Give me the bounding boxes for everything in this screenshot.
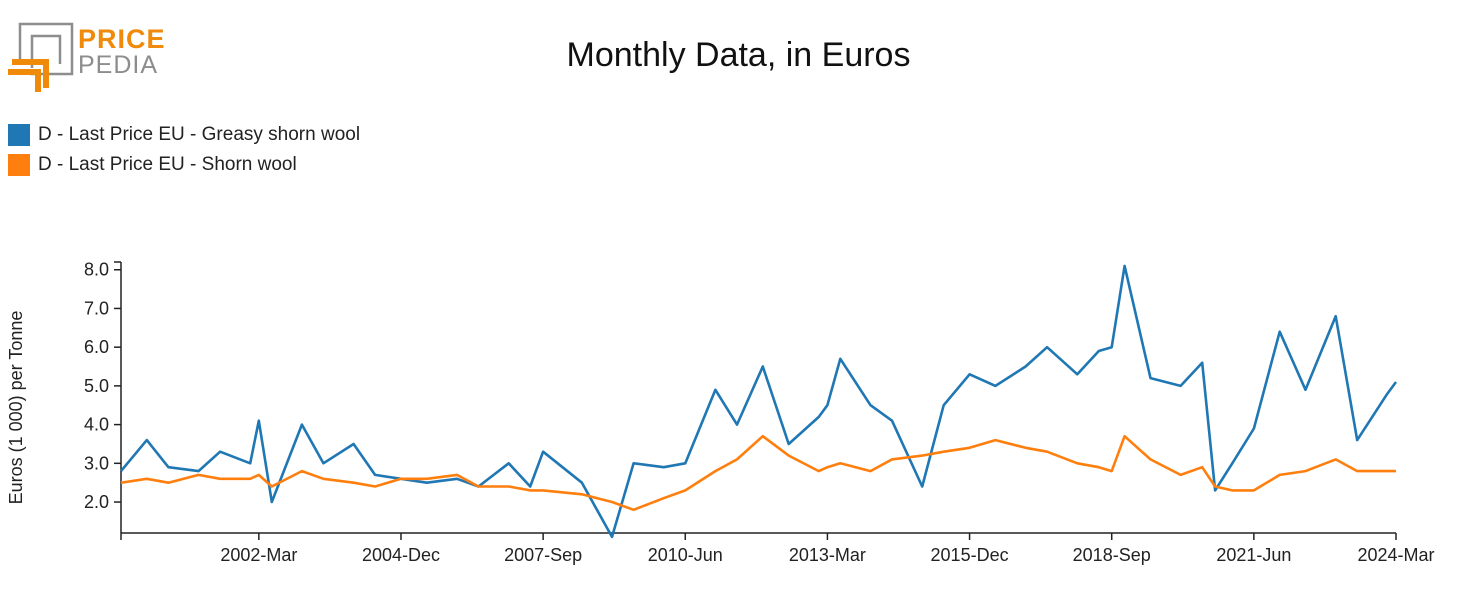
legend-label-greasy: D - Last Price EU - Greasy shorn wool [38, 124, 361, 145]
x-tick-label: 2013-Mar [789, 545, 866, 565]
chart-title: Monthly Data, in Euros [566, 36, 911, 74]
legend-label-shorn: D - Last Price EU - Shorn wool [38, 154, 297, 175]
legend-item-greasy-shorn-wool[interactable]: D - Last Price EU - Greasy shorn wool [8, 120, 360, 150]
legend-item-shorn-wool[interactable]: D - Last Price EU - Shorn wool [8, 150, 360, 180]
y-tick-label: 5.0 [84, 376, 109, 396]
x-tick-label: 2002-Mar [220, 545, 297, 565]
x-tick-label: 2018-Sep [1073, 545, 1151, 565]
x-tick-label: 2024-Mar [1357, 545, 1434, 565]
series-line-greasy-shorn-wool [120, 264, 1398, 539]
y-axis-ticks: 2.0 3.0 4.0 5.0 6.0 7.0 8.0 [84, 260, 121, 512]
series-line-shorn-wool [120, 434, 1396, 512]
y-tick-label: 4.0 [84, 415, 109, 435]
y-tick-label: 3.0 [84, 453, 109, 473]
x-tick-label: 2010-Jun [648, 545, 723, 565]
pricepedia-logo: PRICE PEDIA [6, 22, 166, 94]
legend-swatch-greasy [8, 124, 30, 146]
series-layer [120, 264, 1398, 539]
y-tick-label: 2.0 [84, 492, 109, 512]
x-tick-label: 2004-Dec [362, 545, 440, 565]
y-axis-title: Euros (1 000) per Tonne [6, 311, 26, 505]
x-axis-ticks: 2002-Mar 2004-Dec 2007-Sep 2010-Jun 2013-Mar… [120, 533, 1435, 565]
x-tick-label: 2021-Jun [1216, 545, 1291, 565]
logo-word-top: PRICE [78, 24, 166, 54]
y-tick-label: 8.0 [84, 260, 109, 280]
logo-word-bottom: PEDIA [78, 51, 159, 79]
y-tick-label: 7.0 [84, 298, 109, 318]
x-tick-label: 2015-Dec [931, 545, 1009, 565]
logo-mark [8, 22, 74, 92]
y-tick-label: 6.0 [84, 337, 109, 357]
chart-legend: D - Last Price EU - Greasy shorn wool D … [8, 120, 360, 180]
legend-swatch-shorn [8, 154, 30, 176]
x-tick-label: 2007-Sep [504, 545, 582, 565]
